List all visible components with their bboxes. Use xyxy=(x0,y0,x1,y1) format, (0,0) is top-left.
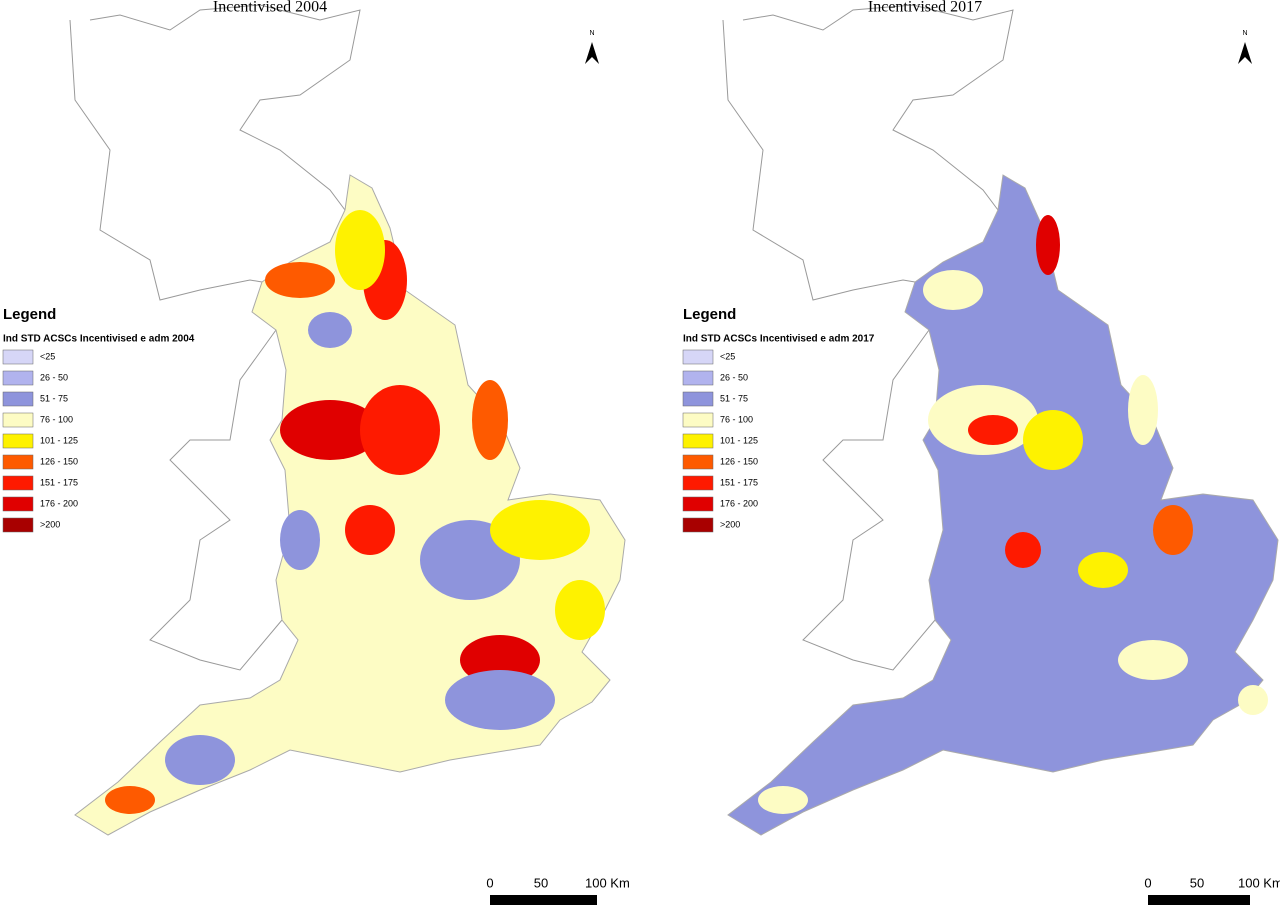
legend-swatch xyxy=(682,433,714,449)
legend-label: 76 - 100 xyxy=(40,414,73,424)
legend-label: 126 - 150 xyxy=(720,456,758,466)
map-title: Incentivised 2017 xyxy=(868,0,982,16)
legend-label: 151 - 175 xyxy=(720,477,758,487)
legend-label: <25 xyxy=(40,351,55,361)
legend-swatch xyxy=(682,517,714,533)
north-label: N xyxy=(1242,30,1247,37)
legend-label: >200 xyxy=(720,519,740,529)
legend-label: 101 - 125 xyxy=(720,435,758,445)
north-arrow xyxy=(585,42,599,64)
north-arrow xyxy=(1238,42,1252,64)
legend-swatch xyxy=(2,517,34,533)
legend-label: 126 - 150 xyxy=(40,456,78,466)
legend-swatch xyxy=(682,391,714,407)
england-region xyxy=(727,174,1279,836)
legend-swatch xyxy=(2,454,34,470)
legend-swatch xyxy=(682,496,714,512)
north-label: N xyxy=(589,30,594,37)
legend-label: 26 - 50 xyxy=(720,372,748,382)
legend-swatch xyxy=(2,391,34,407)
legend-label: 151 - 175 xyxy=(40,477,78,487)
legend-swatch xyxy=(682,454,714,470)
scale-bar xyxy=(1148,895,1250,905)
scale-label: 50 xyxy=(1190,875,1204,890)
legend-label: 176 - 200 xyxy=(40,498,78,508)
scale-label: 50 xyxy=(534,875,548,890)
legend: Legend Ind STD ACSCs Incentivised e adm 2… xyxy=(2,306,195,533)
legend-label: 176 - 200 xyxy=(720,498,758,508)
scale-label: 100 Km xyxy=(585,875,630,890)
map-panel: Incentivised 2017 N Legend Ind STD ACSCs … xyxy=(682,0,1280,905)
legend-swatch xyxy=(2,349,34,365)
legend-label: <25 xyxy=(720,351,735,361)
scale-label: 0 xyxy=(1144,875,1151,890)
legend-swatch xyxy=(682,370,714,386)
map-panel: Incentivised 2004 N Legend Ind STD ACSCs … xyxy=(2,0,630,905)
legend-label: >200 xyxy=(40,519,60,529)
legend-swatch xyxy=(2,433,34,449)
map-title: Incentivised 2004 xyxy=(213,0,327,16)
scale-bar xyxy=(490,895,597,905)
legend-label: 76 - 100 xyxy=(720,414,753,424)
legend-swatch xyxy=(2,475,34,491)
legend-swatch xyxy=(2,370,34,386)
legend-label: 101 - 125 xyxy=(40,435,78,445)
legend-swatch xyxy=(682,412,714,428)
legend-subtitle: Ind STD ACSCs Incentivised e adm 2004 xyxy=(3,334,195,345)
legend-title: Legend xyxy=(3,306,56,323)
legend-label: 26 - 50 xyxy=(40,372,68,382)
legend-subtitle: Ind STD ACSCs Incentivised e adm 2017 xyxy=(683,334,875,345)
legend-swatch xyxy=(2,496,34,512)
legend-label: 51 - 75 xyxy=(40,393,68,403)
legend-swatch xyxy=(2,412,34,428)
hotspots xyxy=(105,210,605,814)
legend-label: 51 - 75 xyxy=(720,393,748,403)
hotspots xyxy=(758,215,1268,814)
legend: Legend Ind STD ACSCs Incentivised e adm 2… xyxy=(682,306,875,533)
legend-title: Legend xyxy=(683,306,736,323)
legend-swatch xyxy=(682,475,714,491)
legend-swatch xyxy=(682,349,714,365)
scale-label: 100 Km xyxy=(1238,875,1280,890)
scale-label: 0 xyxy=(486,875,493,890)
